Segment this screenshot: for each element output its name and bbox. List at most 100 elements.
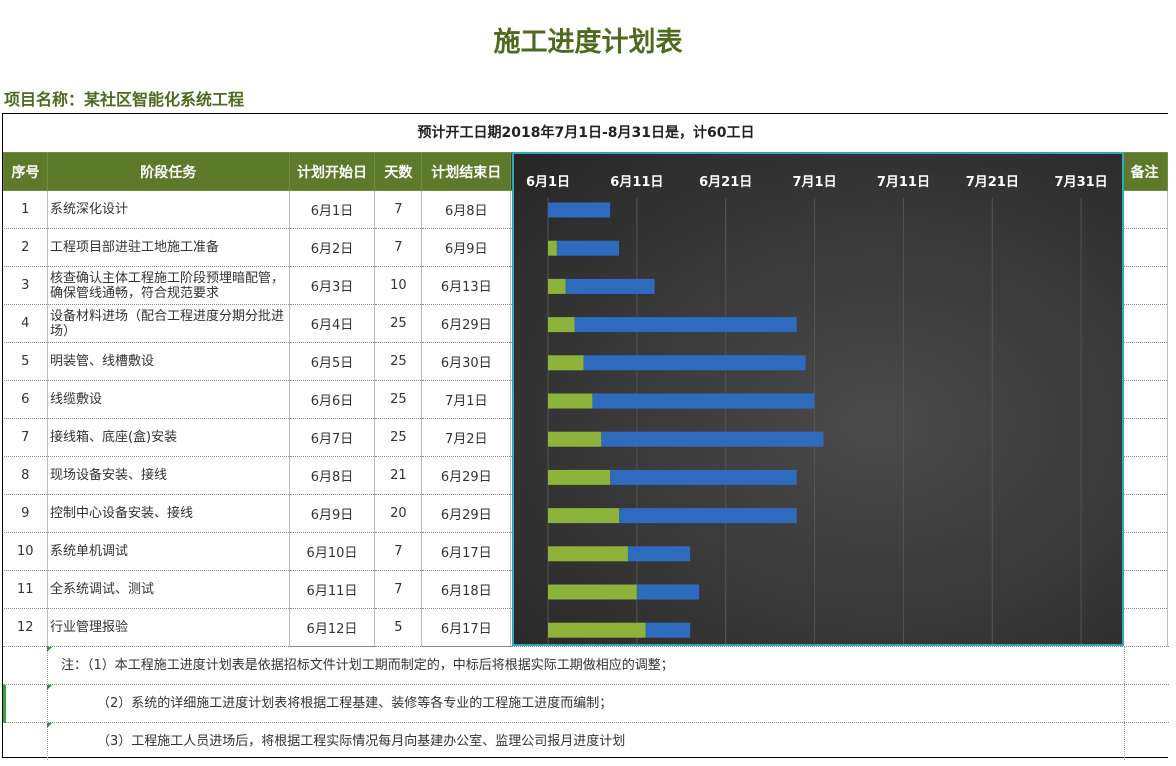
row-task: 设备材料进场（配合工程进度分期分批进场） xyxy=(47,304,290,343)
schedule-subtitle: 预计开工日期2018年7月1日-8月31日是，计60工日 xyxy=(417,125,755,141)
note-3: （3）工程施工人员进场后，将根据工程实际情况每月向基建办公室、监理公司报月进度计… xyxy=(97,734,626,749)
gantt-offset-bar xyxy=(548,393,593,409)
row-index: 11 xyxy=(3,570,48,609)
gantt-tick-label: 7月31日 xyxy=(1055,175,1108,190)
row-index: 8 xyxy=(3,456,48,495)
row-index: 3 xyxy=(3,266,48,305)
gantt-duration-bar xyxy=(574,317,797,333)
gantt-tick-label: 6月11日 xyxy=(610,175,663,190)
row-remark xyxy=(1121,532,1168,571)
row-end-date: 6月29日 xyxy=(421,456,512,495)
row-index: 12 xyxy=(3,608,48,647)
row-start-date: 6月3日 xyxy=(289,266,376,305)
gantt-offset-bar xyxy=(548,278,566,294)
row-days: 25 xyxy=(374,418,423,457)
row-start-date: 6月5日 xyxy=(289,342,376,381)
gantt-tick-label: 7月1日 xyxy=(793,175,837,190)
gantt-offset-bar xyxy=(548,469,611,485)
row-start-date: 6月9日 xyxy=(289,494,376,533)
gantt-duration-bar xyxy=(556,240,620,256)
row-task: 全系统调试、测试 xyxy=(47,570,290,609)
row-start-date: 6月4日 xyxy=(289,304,376,343)
gantt-tick-label: 7月21日 xyxy=(966,175,1019,190)
gantt-duration-bar xyxy=(645,622,691,638)
row-start-date: 6月11日 xyxy=(289,570,376,609)
row-end-date: 6月17日 xyxy=(421,532,512,571)
gantt-offset-bar xyxy=(548,317,575,333)
gantt-tick-label: 6月1日 xyxy=(526,175,570,190)
gantt-duration-bar xyxy=(565,278,655,294)
gantt-duration-bar xyxy=(636,584,700,600)
row-index: 1 xyxy=(3,190,48,229)
row-remark xyxy=(1121,304,1168,343)
row-end-date: 6月17日 xyxy=(421,608,512,647)
row-end-date: 7月2日 xyxy=(421,418,512,457)
gantt-offset-bar xyxy=(548,546,628,562)
row-task: 线缆敷设 xyxy=(47,380,290,419)
gantt-tick-label: 7月11日 xyxy=(877,175,930,190)
row-task: 控制中心设备安装、接线 xyxy=(47,494,290,533)
row-task: 工程项目部进驻工地施工准备 xyxy=(47,228,290,267)
gantt-duration-bar xyxy=(583,355,806,371)
row-days: 21 xyxy=(374,456,423,495)
row-index: 7 xyxy=(3,418,48,457)
gantt-duration-bar xyxy=(610,469,797,485)
header-remark: 备注 xyxy=(1121,152,1168,191)
gantt-duration-bar xyxy=(601,431,824,447)
row-start-date: 6月7日 xyxy=(289,418,376,457)
header-task: 阶段任务 xyxy=(46,152,290,191)
row-remark xyxy=(1121,266,1168,305)
row-task: 明装管、线槽敷设 xyxy=(47,342,290,381)
gantt-offset-bar xyxy=(548,622,646,638)
header-days: 天数 xyxy=(374,152,423,191)
row-remark xyxy=(1121,380,1168,419)
row-days: 25 xyxy=(374,304,423,343)
row-end-date: 6月18日 xyxy=(421,570,512,609)
schedule-frame: 预计开工日期2018年7月1日-8月31日是，计60工日 序号 阶段任务 计划开… xyxy=(2,113,1169,760)
notes-divider-right xyxy=(1124,646,1125,760)
row-task: 系统深化设计 xyxy=(47,190,290,229)
row-start-date: 6月12日 xyxy=(289,608,376,647)
row-days: 7 xyxy=(374,532,423,571)
gantt-offset-bar xyxy=(548,240,557,256)
gantt-tick-label: 6月21日 xyxy=(699,175,752,190)
row-index: 6 xyxy=(3,380,48,419)
row-selection-marker xyxy=(3,685,6,723)
row-end-date: 6月9日 xyxy=(421,228,512,267)
note-row-2: （2）系统的详细施工进度计划表将根据工程基建、装修等各专业的工程施工进度而编制； xyxy=(3,684,1169,723)
gantt-offset-bar xyxy=(548,355,584,371)
row-days: 25 xyxy=(374,342,423,381)
row-end-date: 6月30日 xyxy=(421,342,512,381)
row-start-date: 6月6日 xyxy=(289,380,376,419)
row-end-date: 6月8日 xyxy=(421,190,512,229)
note-1: 注：（1）本工程施工进度计划表是依据招标文件计划工期而制定的，中标后将根据实际工… xyxy=(61,658,674,673)
row-start-date: 6月2日 xyxy=(289,228,376,267)
row-days: 7 xyxy=(374,228,423,267)
row-remark xyxy=(1121,190,1168,229)
row-remark xyxy=(1121,494,1168,533)
row-end-date: 6月13日 xyxy=(421,266,512,305)
row-start-date: 6月10日 xyxy=(289,532,376,571)
row-end-date: 6月29日 xyxy=(421,494,512,533)
row-end-date: 6月29日 xyxy=(421,304,512,343)
header-end: 计划结束日 xyxy=(421,152,512,191)
row-remark xyxy=(1121,228,1168,267)
row-index: 9 xyxy=(3,494,48,533)
cell-comment-marker xyxy=(47,647,52,652)
gantt-duration-bar xyxy=(627,546,691,562)
gantt-chart-svg: 6月1日 6月11日 6月21日 7月1日 7月11日 7月21日 7月31日 xyxy=(526,175,1108,644)
gantt-offset-bar xyxy=(548,508,620,524)
header-start: 计划开始日 xyxy=(288,152,376,191)
cell-comment-marker xyxy=(47,723,52,728)
gantt-duration-bar xyxy=(592,393,815,409)
row-remark xyxy=(1121,570,1168,609)
row-end-date: 7月1日 xyxy=(421,380,512,419)
notes-divider xyxy=(47,646,48,760)
row-index: 2 xyxy=(3,228,48,267)
gantt-duration-bar xyxy=(548,202,611,218)
page-title: 施工进度计划表 xyxy=(493,27,683,58)
row-days: 25 xyxy=(374,380,423,419)
project-name: 项目名称：某社区智能化系统工程 xyxy=(4,90,245,109)
gantt-chart: 6月1日 6月11日 6月21日 7月1日 7月11日 7月21日 7月31日 xyxy=(512,152,1124,646)
